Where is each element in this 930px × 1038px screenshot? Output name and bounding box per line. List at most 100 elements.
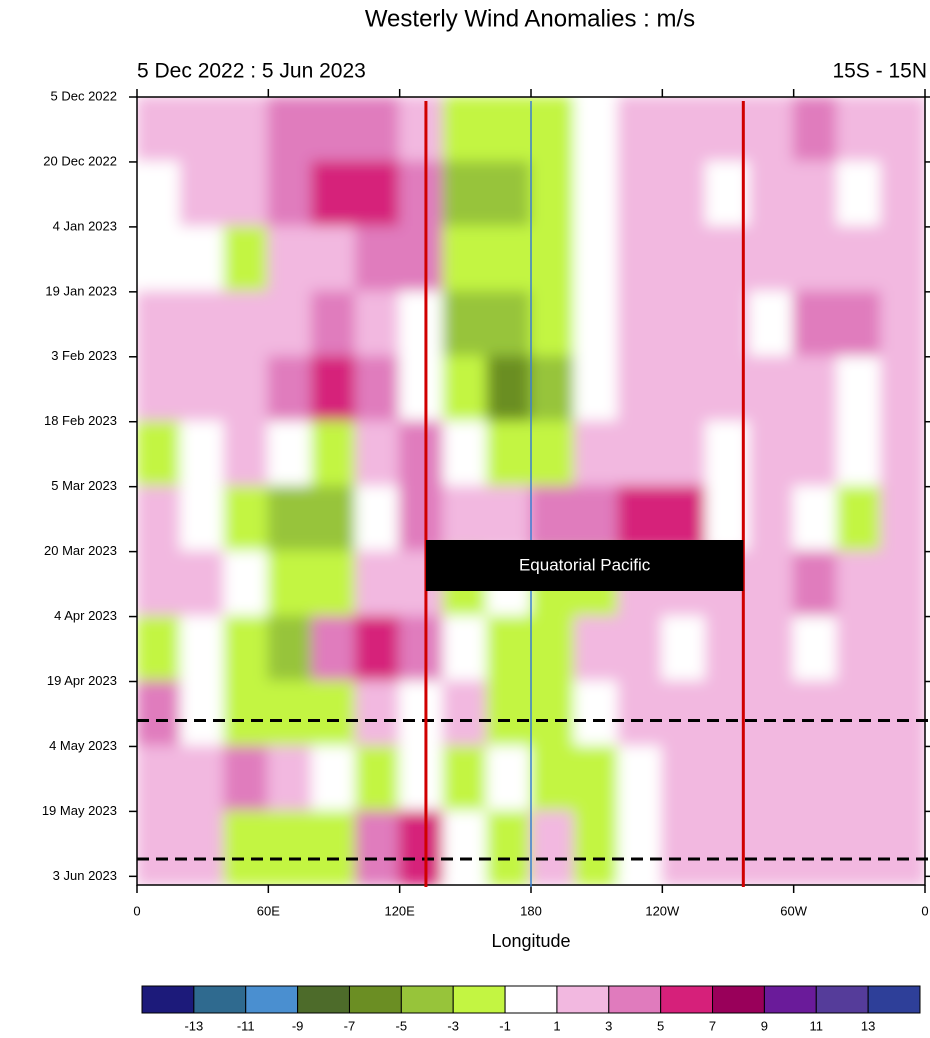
field-cell (573, 160, 620, 228)
colorbar-label: -1 (499, 1018, 511, 1033)
field-cell (661, 290, 708, 358)
colorbar-swatch (141, 985, 195, 1014)
field-cell (223, 97, 270, 163)
field-cell (442, 290, 489, 358)
field-cell (267, 97, 314, 163)
field-cell (486, 160, 532, 228)
y-tick-label: 19 Apr 2023 (47, 673, 117, 688)
field-cell (223, 355, 270, 423)
field-cell (748, 745, 795, 813)
field-cell (530, 97, 576, 163)
field-cell (530, 420, 576, 488)
field-cell (442, 97, 489, 163)
field-cell (398, 745, 445, 813)
x-tick-label: 180 (520, 903, 542, 918)
field-cell (267, 290, 314, 358)
field-cell (617, 355, 664, 423)
y-tick-label: 19 May 2023 (42, 803, 117, 818)
colorbar-label: -3 (447, 1018, 459, 1033)
field-cell (836, 745, 883, 813)
field-cell (573, 680, 620, 748)
field-cell (137, 485, 182, 553)
field-cell (354, 810, 401, 885)
field-cell (530, 745, 576, 813)
field-cell (573, 745, 620, 813)
colorbar-label: 1 (553, 1018, 560, 1033)
colorbar-label: 5 (657, 1018, 664, 1033)
field-cell (311, 680, 357, 748)
field-cell (836, 485, 883, 553)
field-cell (748, 615, 795, 683)
field-cell (486, 680, 532, 748)
colorbar-swatch (452, 985, 506, 1014)
field-cell (792, 225, 839, 293)
field-cell (137, 97, 182, 163)
field-cell (137, 550, 182, 618)
field-cell (836, 420, 883, 488)
field-cell (661, 225, 708, 293)
field-cell (354, 550, 401, 618)
field-cell (617, 225, 664, 293)
field-cell (179, 745, 226, 813)
field-cell (137, 225, 182, 293)
y-tick-label: 19 Jan 2023 (45, 283, 117, 298)
field-cell (617, 745, 664, 813)
field-cell (354, 420, 401, 488)
colorbar-swatch (504, 985, 558, 1014)
field-cell (137, 290, 182, 358)
field-cell (880, 225, 925, 293)
field-cell (137, 160, 182, 228)
field-cell (836, 97, 883, 163)
field-cell (354, 97, 401, 163)
field-cell (748, 290, 795, 358)
field-cell (530, 615, 576, 683)
field-cell (836, 550, 883, 618)
field-cell (573, 225, 620, 293)
field-cell (179, 160, 226, 228)
field-cell (792, 290, 839, 358)
colorbar-swatch (660, 985, 714, 1014)
field-cell (311, 615, 357, 683)
field-cell (486, 355, 532, 423)
field-cell (661, 615, 708, 683)
field-cell (137, 615, 182, 683)
field-cell (880, 290, 925, 358)
field-cell (398, 225, 445, 293)
x-axis-label: Longitude (491, 931, 570, 951)
field-cell (617, 160, 664, 228)
x-tick-label: 120W (645, 903, 680, 918)
field-cell (486, 615, 532, 683)
field-cell (311, 745, 357, 813)
field-cell (617, 97, 664, 163)
field-cell (398, 615, 445, 683)
chart-title: Westerly Wind Anomalies : m/s (365, 5, 695, 32)
field-cell (617, 810, 664, 885)
field-cell (661, 745, 708, 813)
field-cell (748, 355, 795, 423)
x-tick-label: 60W (780, 903, 807, 918)
field-cell (792, 745, 839, 813)
colorbar-swatch (867, 985, 921, 1014)
field-cell (223, 485, 270, 553)
field-cell (661, 160, 708, 228)
field-cell (836, 225, 883, 293)
x-tick-label: 0 (133, 903, 140, 918)
field-cell (573, 615, 620, 683)
field-cell (442, 615, 489, 683)
y-tick-label: 5 Mar 2023 (51, 478, 117, 493)
y-tick-label: 4 Apr 2023 (54, 608, 117, 623)
y-tick-label: 20 Mar 2023 (44, 543, 117, 558)
field-cell (836, 160, 883, 228)
field-cell (880, 97, 925, 163)
field-cell (223, 420, 270, 488)
field-cell (398, 355, 445, 423)
field-cell (267, 680, 314, 748)
colorbar-label: -9 (292, 1018, 304, 1033)
field-cell (836, 615, 883, 683)
field-cell (792, 680, 839, 748)
field-cell (398, 290, 445, 358)
colorbar-label: 3 (605, 1018, 612, 1033)
field-cell (267, 420, 314, 488)
field-cell (486, 225, 532, 293)
